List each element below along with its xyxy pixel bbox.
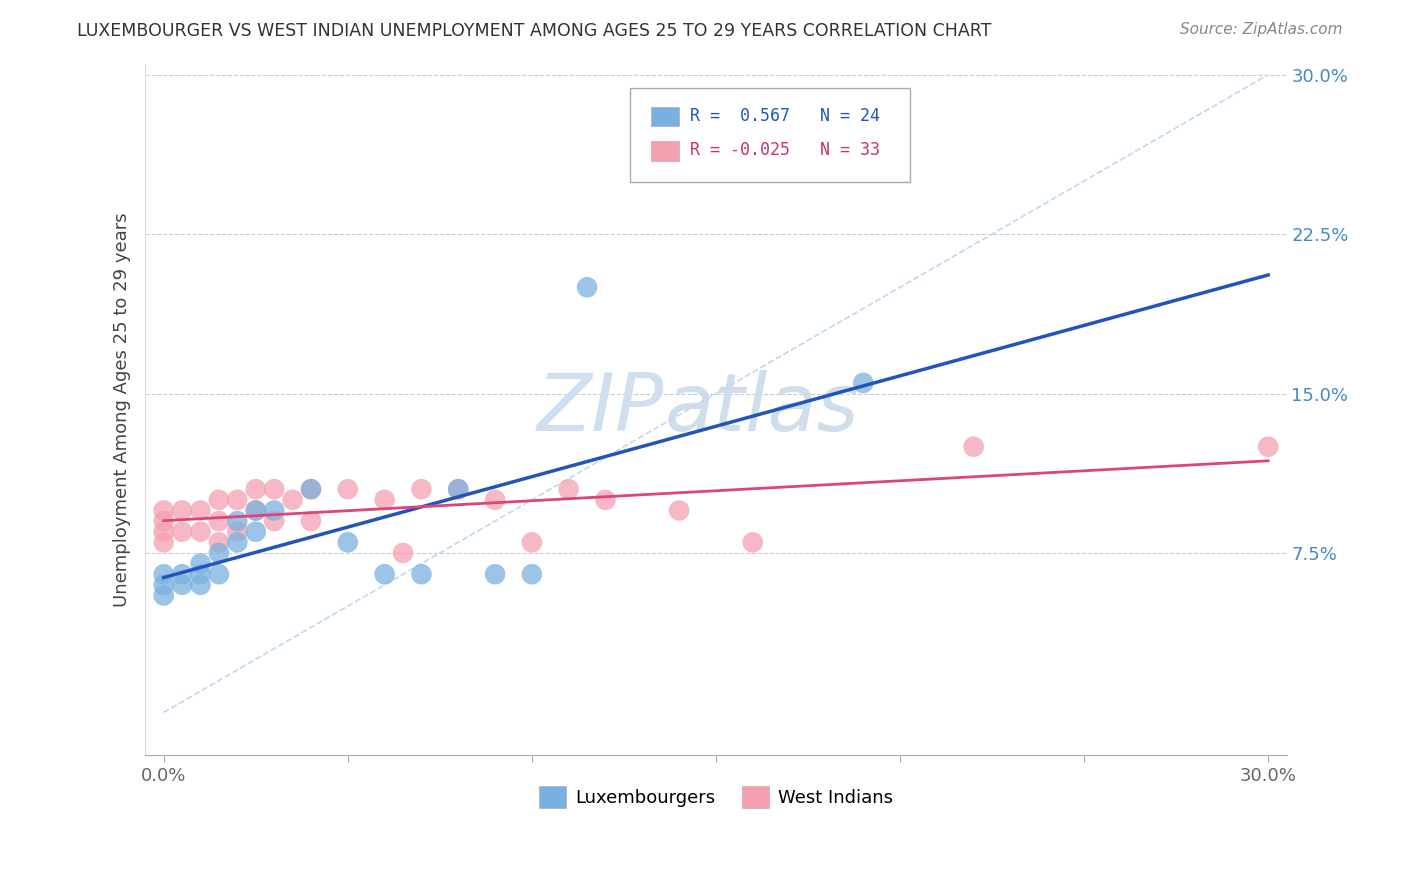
Point: [226, 492, 249, 507]
Point: [226, 514, 249, 528]
Text: Source: ZipAtlas.com: Source: ZipAtlas.com: [1180, 22, 1343, 37]
Point: [152, 503, 174, 517]
Point: [245, 524, 267, 539]
Point: [336, 535, 359, 549]
Point: [172, 578, 194, 592]
Point: [447, 482, 470, 496]
Point: [152, 578, 174, 592]
Text: ZIP: ZIP: [537, 370, 665, 449]
Point: [852, 376, 875, 390]
Point: [208, 492, 231, 507]
Point: [208, 535, 231, 549]
FancyBboxPatch shape: [630, 88, 910, 181]
Text: LUXEMBOURGER VS WEST INDIAN UNEMPLOYMENT AMONG AGES 25 TO 29 YEARS CORRELATION C: LUXEMBOURGER VS WEST INDIAN UNEMPLOYMENT…: [77, 22, 991, 40]
Y-axis label: Unemployment Among Ages 25 to 29 years: Unemployment Among Ages 25 to 29 years: [114, 212, 131, 607]
Point: [392, 546, 415, 560]
Point: [484, 492, 506, 507]
Point: [190, 578, 212, 592]
Point: [152, 514, 174, 528]
Point: [263, 482, 285, 496]
Point: [172, 503, 194, 517]
Point: [299, 482, 322, 496]
Point: [741, 535, 763, 549]
Point: [245, 503, 267, 517]
Point: [447, 482, 470, 496]
Point: [190, 557, 212, 571]
Point: [226, 535, 249, 549]
Point: [152, 589, 174, 603]
Point: [411, 482, 433, 496]
Point: [190, 567, 212, 582]
Point: [962, 440, 984, 454]
Point: [668, 503, 690, 517]
Point: [190, 524, 212, 539]
Point: [374, 567, 396, 582]
Point: [208, 567, 231, 582]
Legend: Luxembourgers, West Indians: Luxembourgers, West Indians: [531, 779, 900, 815]
Point: [1257, 440, 1279, 454]
Point: [520, 535, 543, 549]
Point: [595, 492, 617, 507]
Point: [557, 482, 579, 496]
Point: [263, 503, 285, 517]
Text: atlas: atlas: [665, 370, 859, 449]
Point: [336, 482, 359, 496]
Point: [152, 535, 174, 549]
Point: [299, 514, 322, 528]
Point: [576, 280, 599, 294]
Point: [299, 482, 322, 496]
Text: R =  0.567   N = 24: R = 0.567 N = 24: [690, 107, 880, 125]
Point: [245, 482, 267, 496]
Bar: [651, 142, 679, 161]
Point: [520, 567, 543, 582]
Bar: [651, 107, 679, 127]
Point: [484, 567, 506, 582]
Point: [226, 524, 249, 539]
Point: [245, 503, 267, 517]
Point: [190, 503, 212, 517]
Point: [152, 524, 174, 539]
Text: R = -0.025   N = 33: R = -0.025 N = 33: [690, 142, 880, 160]
Point: [172, 524, 194, 539]
Point: [263, 514, 285, 528]
Point: [374, 492, 396, 507]
Point: [281, 492, 304, 507]
Point: [208, 514, 231, 528]
Point: [172, 567, 194, 582]
Point: [411, 567, 433, 582]
Point: [152, 567, 174, 582]
Point: [208, 546, 231, 560]
